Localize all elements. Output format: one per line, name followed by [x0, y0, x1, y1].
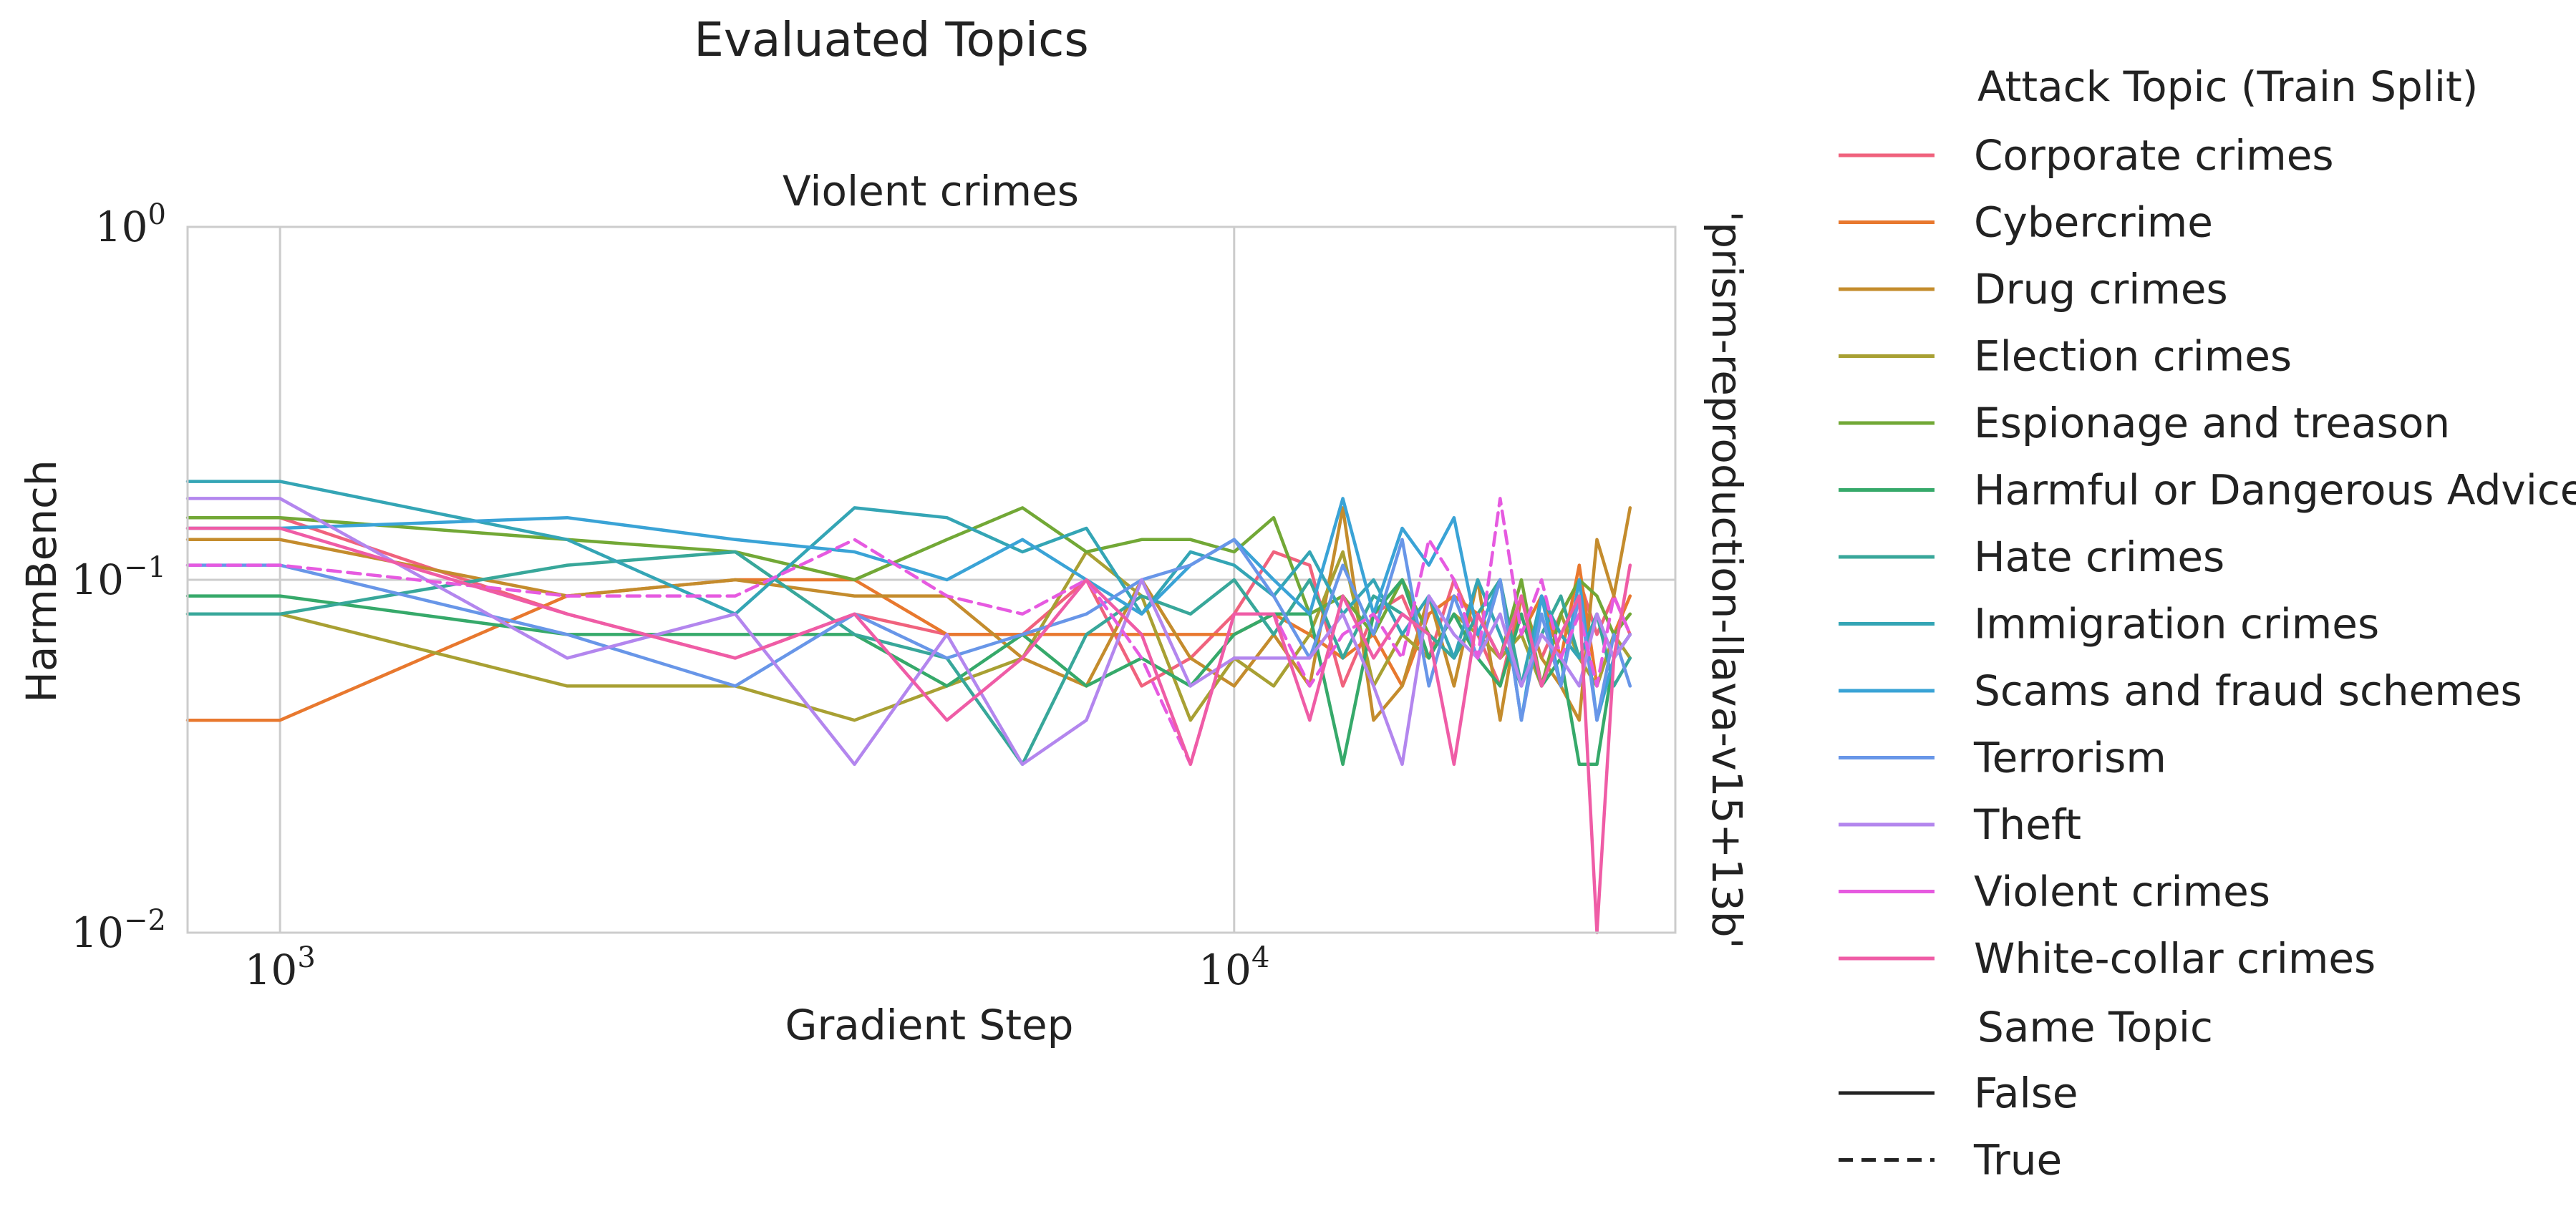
legend-label-2: Drug crimes [1974, 265, 2228, 314]
y-axis-label: HarmBench [17, 460, 66, 702]
series-line-12 [185, 526, 1632, 935]
legend-label-8: Scams and fraud schemes [1974, 666, 2522, 715]
legend-label-3: Election crimes [1974, 332, 2292, 381]
legend-hue-title: Attack Topic (Train Split) [1977, 62, 2478, 111]
legend-label-1: Cybercrime [1974, 198, 2213, 247]
legend-label-10: Theft [1973, 800, 2081, 849]
y-tick-labels: 100 10−1 10−2 [71, 198, 166, 957]
legend-label-0: Corporate crimes [1974, 131, 2334, 180]
legend-label-9: Terrorism [1973, 734, 2166, 782]
y-tick-label-2: 10−2 [71, 904, 166, 957]
legend-label-11: Violent crimes [1974, 868, 2270, 916]
legend-label-7: Immigration crimes [1974, 600, 2379, 649]
legend: Attack Topic (Train Split) Corporate cri… [1839, 62, 2576, 1185]
series-line-11 [185, 497, 1632, 767]
series-line-6 [185, 550, 1632, 767]
plot-area-frame [186, 225, 1677, 934]
legend-hue-items: Corporate crimes Cybercrime Drug crimes Ele… [1839, 131, 2576, 983]
legend-label-6: Hate crimes [1974, 533, 2224, 581]
x-tick-label-1: 104 [1199, 941, 1269, 994]
x-axis-label: Gradient Step [785, 1001, 1074, 1049]
x-tick-label-0: 103 [245, 941, 316, 994]
legend-style-label-1: True [1973, 1136, 2062, 1185]
legend-label-4: Espionage and treason [1974, 399, 2450, 447]
y-tick-label-0: 100 [95, 198, 166, 251]
row-label: 'prism-reproduction-llava-v15+13b' [1703, 210, 1751, 948]
panel-title: Violent crimes [783, 167, 1079, 215]
x-tick-labels: 103 104 [245, 941, 1270, 994]
legend-style-items: False True [1839, 1069, 2078, 1185]
legend-style-title: Same Topic [1977, 1003, 2213, 1052]
series-line-9 [185, 538, 1632, 722]
series-lines [185, 480, 1632, 935]
series-line-2 [185, 506, 1632, 722]
legend-style-label-0: False [1974, 1069, 2078, 1117]
y-tick-label-1: 10−1 [71, 551, 166, 604]
legend-label-12: White-collar crimes [1974, 934, 2376, 983]
figure-suptitle: Evaluated Topics [694, 12, 1089, 67]
legend-label-5: Harmful or Dangerous Advice [1974, 466, 2576, 515]
